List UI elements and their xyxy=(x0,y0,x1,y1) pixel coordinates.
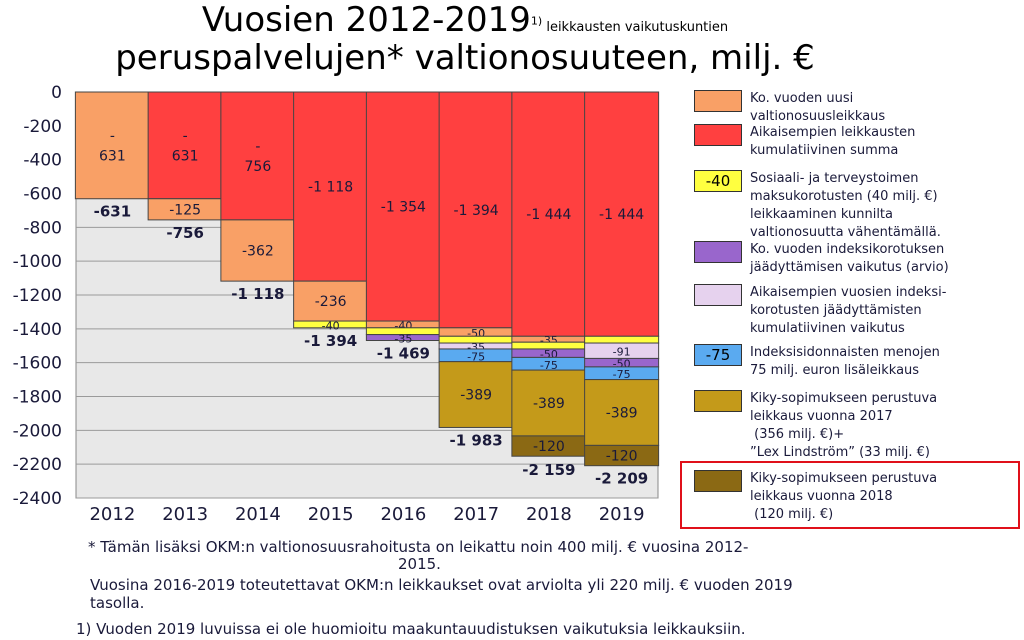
x-tick-label: 2017 xyxy=(453,504,499,525)
bar-total-label: -2 159 xyxy=(522,461,575,479)
bar-value-label: -91 xyxy=(613,346,631,359)
legend-swatch xyxy=(694,390,742,412)
y-tick-label: -1400 xyxy=(13,320,62,340)
bar-total-label: -631 xyxy=(94,203,132,221)
bar-value-label: - xyxy=(255,139,260,155)
legend-swatch: -75 xyxy=(694,344,742,366)
legend-swatch xyxy=(694,470,742,492)
bar-value-label: -1 444 xyxy=(599,207,644,223)
bar-value-label: 631 xyxy=(99,148,126,164)
bar-value-label: -389 xyxy=(533,396,565,412)
bar-value-label: 756 xyxy=(245,159,272,175)
bar-segment xyxy=(220,91,296,221)
legend-label: Indeksisidonnaisten menojen 75 milj. eur… xyxy=(750,345,940,378)
bar-total-label: -1 394 xyxy=(304,332,357,350)
bar-value-label: -1 394 xyxy=(454,203,499,219)
stacked-bar-chart: 0 -200 -400 -600 -800 -1000 -1200 -1400 -1600 -18… xyxy=(13,83,660,525)
bar-value-label: -125 xyxy=(169,202,201,218)
bar-value-label: -389 xyxy=(460,388,492,404)
bar-value-label: -120 xyxy=(606,449,638,465)
y-tick-label: -800 xyxy=(23,218,62,238)
bar-segment xyxy=(220,219,296,282)
legend-label: Sosiaali- ja terveystoimen maksukorotust… xyxy=(750,171,941,240)
footnote-2-line2: tasolla. xyxy=(90,594,145,612)
bar-total-label: -1 118 xyxy=(231,285,284,303)
y-tick-label: -2200 xyxy=(13,455,62,475)
bar-value-label: -1 354 xyxy=(381,200,426,216)
legend-label: Aikaisempien leikkausten kumulatiivinen … xyxy=(750,125,916,158)
legend-item: Kiky-sopimukseen perustuva leikkaus vuon… xyxy=(694,390,937,462)
legend-swatch xyxy=(694,124,742,146)
legend-label: Ko. vuoden indeksikorotuksen jäädyttämis… xyxy=(750,242,949,275)
legend-item: -75 Indeksisidonnaisten menojen 75 milj. … xyxy=(694,344,940,380)
legend-item: Ko. vuoden uusi valtionosuusleikkaus xyxy=(694,90,885,126)
y-tick-label: -2000 xyxy=(13,421,62,441)
legend-highlight-box xyxy=(680,461,1020,529)
x-tick-label: 2012 xyxy=(89,504,135,525)
x-tick-label: 2013 xyxy=(162,504,208,525)
y-tick-label: -200 xyxy=(23,117,62,137)
bar-value-label: -35 xyxy=(394,333,412,346)
footnote-3: 1) Vuoden 2019 luvuissa ei ole huomioitu… xyxy=(76,620,746,638)
bar-segment xyxy=(438,91,514,329)
legend-swatch xyxy=(694,284,742,306)
footnote-1-line2: 2015. xyxy=(398,555,441,573)
bar-segment xyxy=(438,361,514,428)
x-tick-label: 2019 xyxy=(599,504,645,525)
bar-value-label: - xyxy=(110,128,115,144)
y-tick-label: -1000 xyxy=(13,252,62,272)
legend-label: Aikaisempien vuosien indeksi- korotusten… xyxy=(750,285,947,336)
bar-segment xyxy=(584,335,660,344)
legend-label: Kiky-sopimukseen perustuva leikkaus vuon… xyxy=(750,391,938,460)
x-tick-label: 2014 xyxy=(235,504,281,525)
bar-segment xyxy=(511,369,587,437)
x-tick-label: 2015 xyxy=(308,504,354,525)
bar-segment xyxy=(147,91,223,200)
bar-total-label: -2 209 xyxy=(595,470,648,488)
bar-value-label: -1 444 xyxy=(526,207,571,223)
legend-swatch xyxy=(694,90,742,112)
bar-value-label: -40 xyxy=(322,319,340,332)
legend-item: Aikaisempien vuosien indeksi- korotusten… xyxy=(694,284,946,338)
chart-title-line2: peruspalvelujen* valtionosuuteen, milj. … xyxy=(115,38,815,78)
bar-value-label: -236 xyxy=(315,294,347,310)
bar-segment xyxy=(511,91,587,337)
bar-segment xyxy=(365,91,441,322)
bar-segment xyxy=(74,91,150,200)
legend-label: Ko. vuoden uusi valtionosuusleikkaus xyxy=(750,91,886,124)
chart-title-line1: Vuosien 2012-20191) leikkausten vaikutus… xyxy=(201,0,729,40)
bar-value-label: - xyxy=(183,128,188,144)
bar-total-label: -756 xyxy=(166,224,204,242)
bar-value-label: -75 xyxy=(467,350,485,363)
bar-value-label: 631 xyxy=(172,148,199,164)
legend-item: Ko. vuoden indeksikorotuksen jäädyttämis… xyxy=(694,241,949,277)
legend-swatch xyxy=(694,241,742,263)
x-tick-label: 2016 xyxy=(380,504,426,525)
footnote-2-line1: Vuosina 2016-2019 toteutettavat OKM:n le… xyxy=(90,576,793,594)
legend-item: Kiky-sopimukseen perustuva leikkaus vuon… xyxy=(694,470,937,524)
legend-item: Aikaisempien leikkausten kumulatiivinen … xyxy=(694,124,915,160)
y-tick-label: 0 xyxy=(51,83,62,103)
y-tick-label: -1800 xyxy=(13,388,62,408)
y-tick-label: -600 xyxy=(23,185,62,205)
bar-segment xyxy=(584,444,660,467)
legend-label: Kiky-sopimukseen perustuva leikkaus vuon… xyxy=(750,471,938,522)
y-tick-label: -1600 xyxy=(13,354,62,374)
bar-value-label: -389 xyxy=(606,405,638,421)
y-tick-label: -2400 xyxy=(13,489,62,509)
bar-segment xyxy=(584,91,660,337)
footnote-1-line1: * Tämän lisäksi OKM:n valtionosuusrahoit… xyxy=(88,538,749,556)
bar-total-label: -1 983 xyxy=(450,431,503,449)
bar-value-label: -120 xyxy=(533,439,565,455)
bar-value-label: -362 xyxy=(242,244,274,260)
bar-total-label: -1 469 xyxy=(377,345,430,363)
bar-value-label: -1 118 xyxy=(308,180,353,196)
bar-value-label: -75 xyxy=(613,368,631,381)
bar-value-label: -75 xyxy=(540,359,558,372)
x-tick-label: 2018 xyxy=(526,504,572,525)
legend-item: -40 Sosiaali- ja terveystoimen maksukorot… xyxy=(694,170,941,242)
legend-swatch: -40 xyxy=(694,170,742,192)
y-tick-label: -1200 xyxy=(13,286,62,306)
y-tick-label: -400 xyxy=(23,151,62,171)
